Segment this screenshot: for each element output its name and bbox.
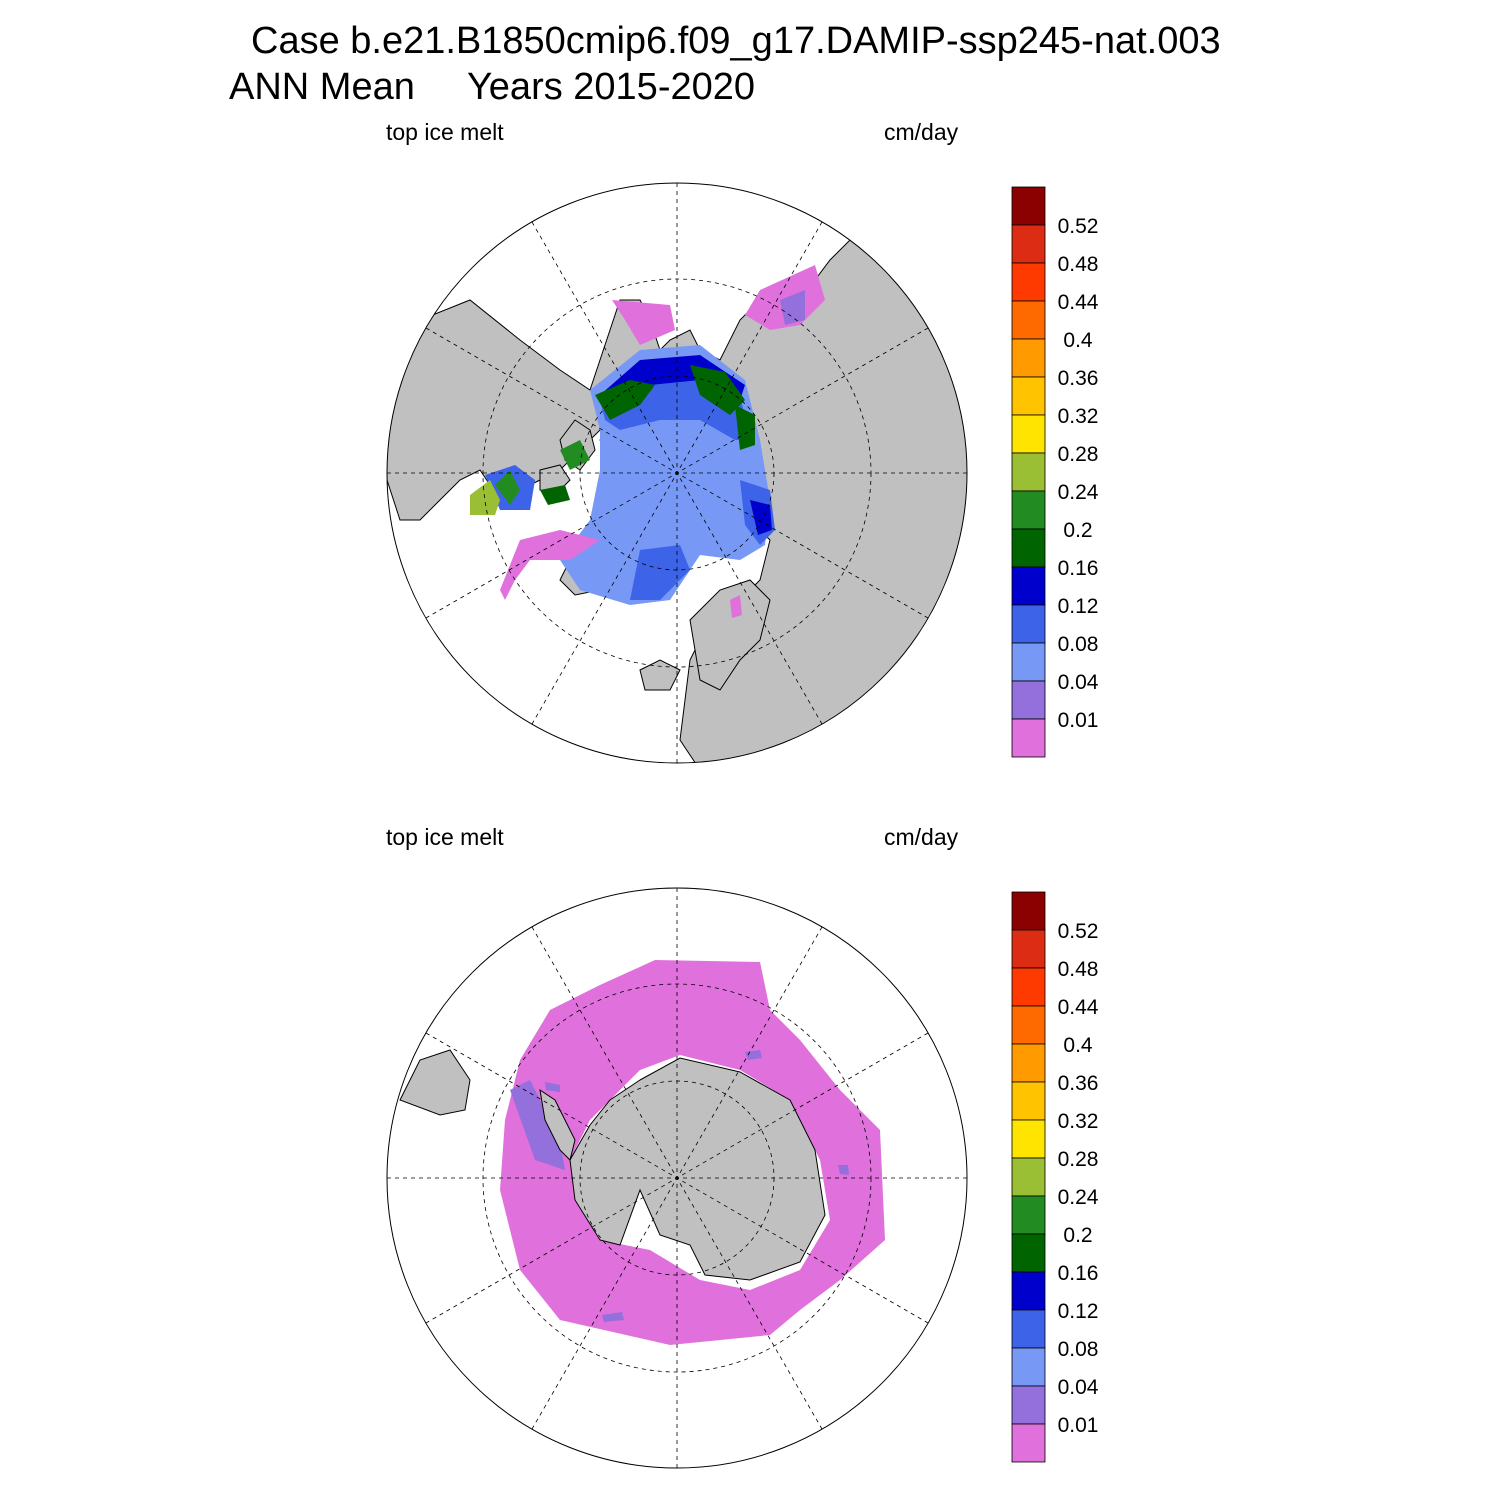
melt-baffin <box>630 545 690 600</box>
north-colorbar-swatch <box>1011 414 1046 454</box>
north-colorbar-label: 0.24 <box>1058 481 1099 504</box>
north-colorbar-swatch <box>1011 566 1046 606</box>
south-colorbar-label: 0.44 <box>1058 996 1099 1019</box>
melt-chukchi <box>690 365 745 415</box>
north-colorbar-label: 0.01 <box>1058 709 1099 732</box>
north-colorbar-label: 0.44 <box>1058 291 1099 314</box>
south-colorbar-label: 0.2 <box>1063 1224 1092 1247</box>
south-colorbar-label: 0.32 <box>1058 1110 1099 1133</box>
melt-east-siberian <box>595 380 655 420</box>
north-colorbar-swatch <box>1011 224 1046 264</box>
melt-kara-green <box>495 470 520 505</box>
south-colorbar-label: 0.01 <box>1058 1414 1099 1437</box>
south-colorbar-label: 0.24 <box>1058 1186 1099 1209</box>
land-iceland <box>639 659 681 691</box>
south-colorbar-swatch <box>1011 1233 1046 1273</box>
melt-okhotsk <box>612 300 675 345</box>
north-colorbar-label: 0.08 <box>1058 633 1099 656</box>
north-colorbar-swatch <box>1011 718 1046 758</box>
melt-bering-inner <box>780 290 805 325</box>
north-graticule <box>387 183 967 763</box>
north-colorbar-swatch <box>1011 262 1046 302</box>
north-map-border <box>386 182 968 764</box>
melt-archipelago <box>560 440 590 470</box>
north-colorbar-label: 0.48 <box>1058 253 1099 276</box>
north-colorbar-swatch <box>1011 604 1046 644</box>
north-colorbar-swatch <box>1011 300 1046 340</box>
south-colorbar-swatch <box>1011 1119 1046 1159</box>
south-colorbar-swatch <box>1011 967 1046 1007</box>
north-colorbar: 0.52 0.48 0.44 0.4 0.36 0.32 0.28 0.24 0.2 0.16 0.… <box>1011 186 1099 758</box>
south-colorbar-swatch <box>1011 1385 1046 1425</box>
south-colorbar-swatch <box>1011 1271 1046 1311</box>
melt-baltic <box>730 595 742 618</box>
south-colorbar-swatch <box>1011 1309 1046 1349</box>
south-units-label: cm/day <box>884 824 959 850</box>
north-variable-label: top ice melt <box>386 119 504 145</box>
south-colorbar-swatch <box>1011 1157 1046 1197</box>
south-colorbar-label: 0.48 <box>1058 958 1099 981</box>
south-colorbar-label: 0.52 <box>1058 920 1099 943</box>
south-colorbar-label: 0.16 <box>1058 1262 1099 1285</box>
north-colorbar-swatch <box>1011 642 1046 682</box>
land-scandinavia <box>689 579 771 691</box>
land-antarctic-peninsula <box>539 1088 576 1161</box>
figure-title-period: ANN Mean Years 2015-2020 <box>229 66 756 108</box>
south-colorbar-swatch <box>1011 1195 1046 1235</box>
figure-title-case: Case b.e21.B1850cmip6.f09_g17.DAMIP-ssp2… <box>251 20 1221 62</box>
melt-beaufort-inner <box>750 500 772 535</box>
south-colorbar-swatch <box>1011 1043 1046 1083</box>
south-colorbar-label: 0.36 <box>1058 1072 1099 1095</box>
melt-patch-b <box>838 1165 849 1175</box>
north-colorbar-swatch <box>1011 338 1046 378</box>
south-colorbar-swatch <box>1011 1005 1046 1045</box>
melt-alaska-coast <box>735 405 755 450</box>
north-melt-field <box>470 265 825 618</box>
melt-hudson-edge <box>500 530 600 600</box>
north-colorbar-label: 0.2 <box>1063 519 1092 542</box>
north-colorbar-swatch <box>1011 376 1046 416</box>
south-map-border <box>386 887 968 1469</box>
south-colorbar-swatch <box>1011 1423 1046 1463</box>
north-colorbar-label: 0.16 <box>1058 557 1099 580</box>
north-colorbar-swatch <box>1011 490 1046 530</box>
north-colorbar-label: 0.4 <box>1063 329 1093 352</box>
north-colorbar-label: 0.04 <box>1058 671 1099 694</box>
melt-southern-ocean <box>500 960 885 1345</box>
north-colorbar-label: 0.12 <box>1058 595 1099 618</box>
north-colorbar-label: 0.36 <box>1058 367 1099 390</box>
north-colorbar-swatch <box>1011 528 1046 568</box>
south-colorbar-swatch <box>1011 1081 1046 1121</box>
south-colorbar: 0.52 0.48 0.44 0.4 0.36 0.32 0.28 0.24 0.2 0.16 0.… <box>1011 891 1099 1463</box>
melt-laptev <box>540 485 570 505</box>
north-colorbar-swatch <box>1011 452 1046 492</box>
melt-patch-c <box>602 1312 624 1322</box>
south-colorbar-label: 0.04 <box>1058 1376 1099 1399</box>
south-graticule <box>387 888 967 1468</box>
north-colorbar-swatch <box>1011 680 1046 720</box>
north-colorbar-swatch <box>1011 186 1046 226</box>
melt-kara-yellow <box>470 480 500 515</box>
north-units-label: cm/day <box>884 119 959 145</box>
south-colorbar-label: 0.28 <box>1058 1148 1099 1171</box>
south-colorbar-swatch <box>1011 891 1046 931</box>
south-colorbar-label: 0.08 <box>1058 1338 1099 1361</box>
land-south-america-tip <box>399 1049 471 1116</box>
south-colorbar-swatch <box>1011 929 1046 969</box>
south-colorbar-label: 0.4 <box>1063 1034 1093 1057</box>
north-polar-map <box>386 182 968 764</box>
south-colorbar-label: 0.12 <box>1058 1300 1099 1323</box>
south-polar-map <box>386 887 968 1469</box>
south-colorbar-swatch <box>1011 1347 1046 1387</box>
north-colorbar-label: 0.32 <box>1058 405 1099 428</box>
north-colorbar-label: 0.52 <box>1058 215 1099 238</box>
melt-patch-d <box>545 1082 560 1092</box>
north-colorbar-label: 0.28 <box>1058 443 1099 466</box>
south-variable-label: top ice melt <box>386 824 504 850</box>
melt-weddell-peninsula <box>510 1080 565 1170</box>
